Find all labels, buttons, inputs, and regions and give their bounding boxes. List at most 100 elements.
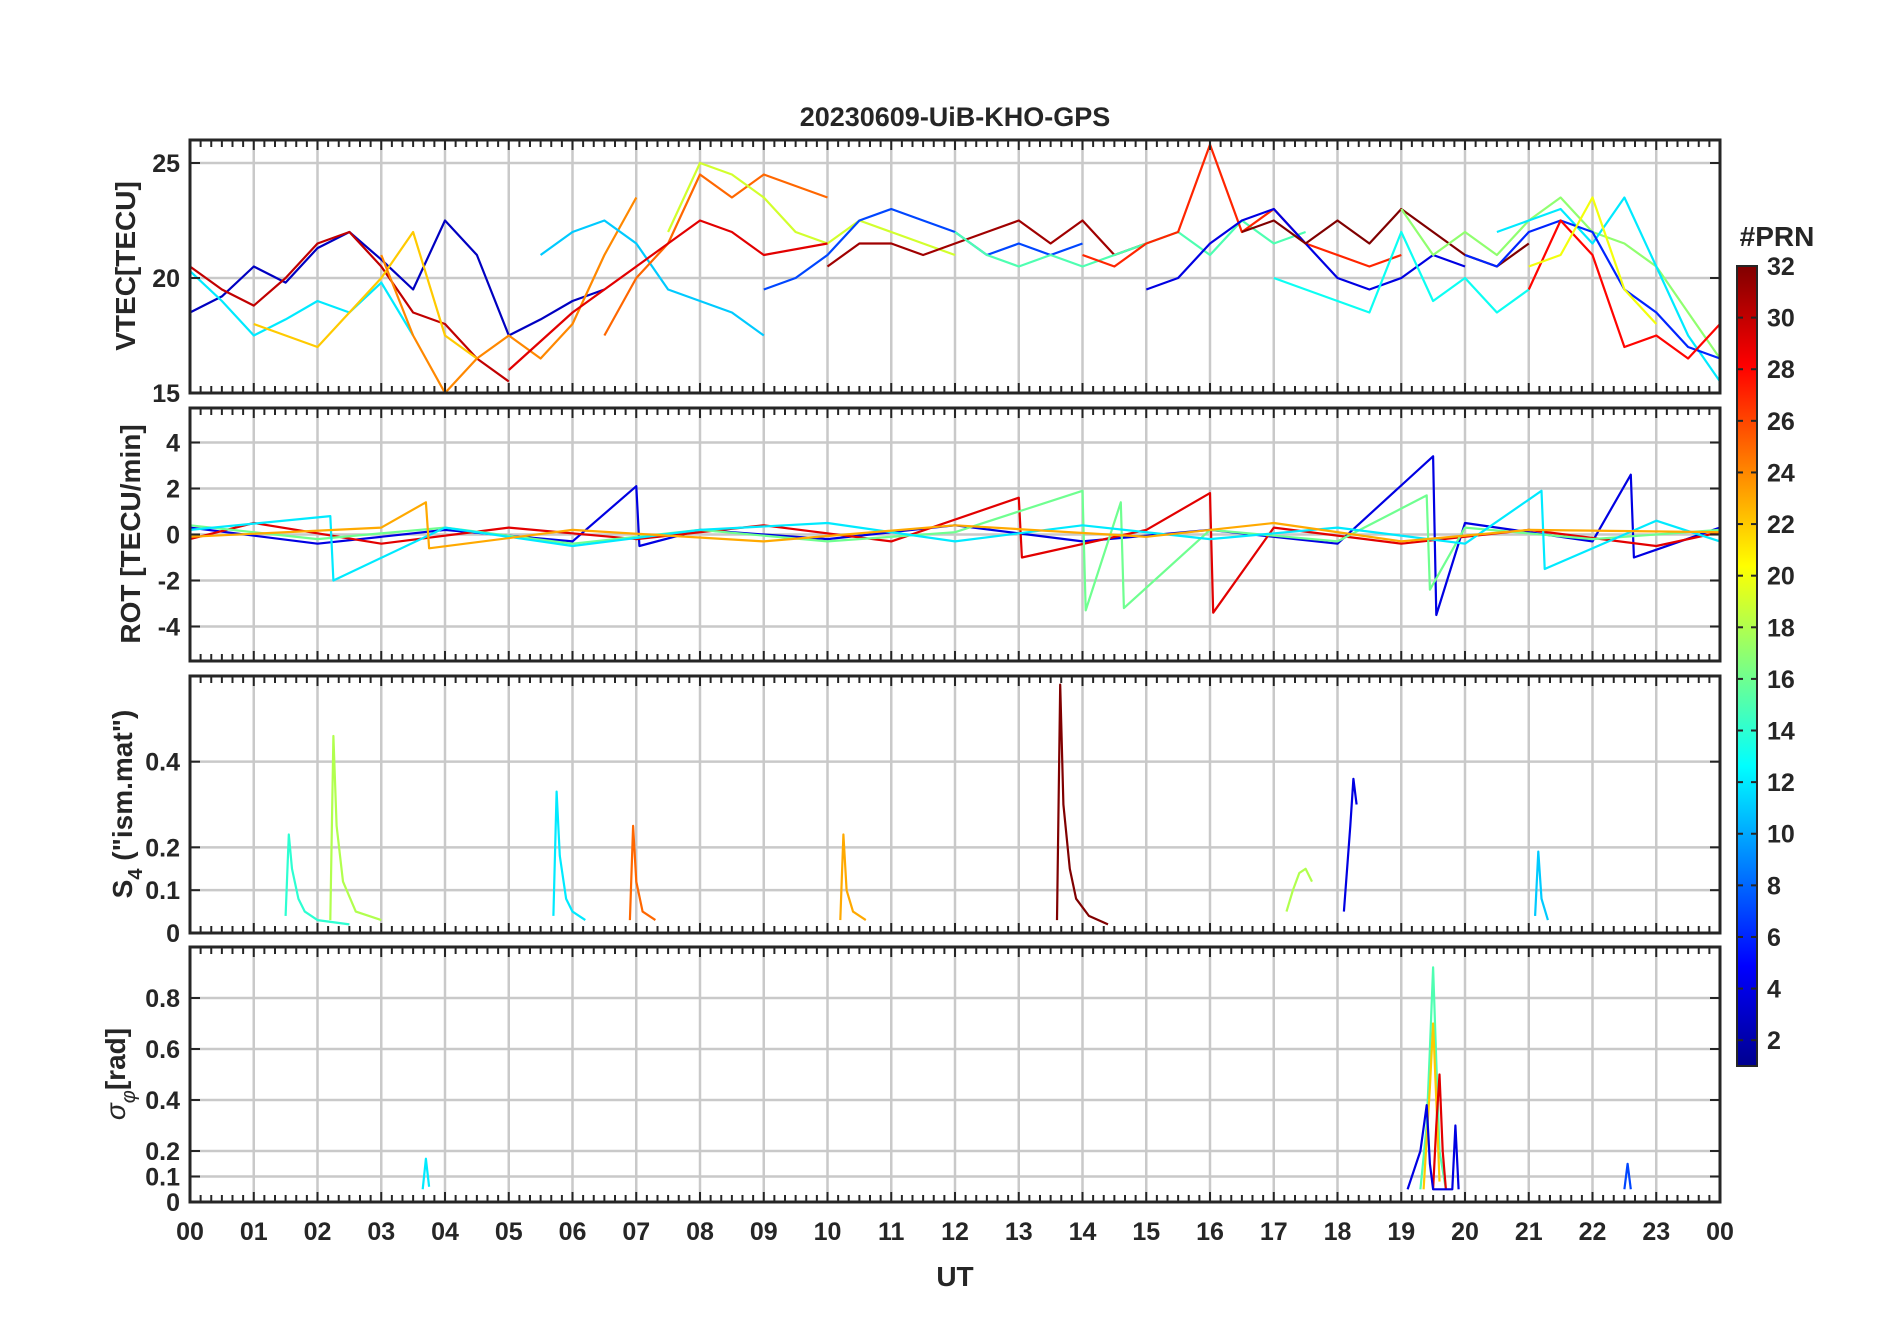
y-tick-label: 15 xyxy=(152,380,180,408)
vtec-panel: 15 20 25 xyxy=(152,138,1722,408)
series-line-prn-4 xyxy=(1342,777,1358,912)
series-line-prn-29 xyxy=(190,492,1720,614)
colorbar-tick-label: 10 xyxy=(1767,821,1795,849)
axes-frame xyxy=(188,406,1722,663)
y-tick-label: 0.6 xyxy=(145,1036,180,1064)
axes-frame xyxy=(188,674,1722,935)
sigma-phi-ylabel-rest: [rad] xyxy=(100,1028,131,1090)
x-tick-label: 00 xyxy=(176,1218,204,1246)
x-tick-label: 05 xyxy=(495,1218,523,1246)
series-line-prn-25 xyxy=(603,173,828,337)
series-group xyxy=(190,455,1720,617)
y-tick-label: 0 xyxy=(166,1189,180,1217)
x-tick-label: 13 xyxy=(1005,1218,1033,1246)
s4-ylabel: S4 ("ism.mat") xyxy=(107,710,147,899)
colorbar-tick-label: 30 xyxy=(1767,305,1795,333)
series-line-prn-12 xyxy=(1496,196,1720,383)
x-tick-label: 23 xyxy=(1642,1218,1670,1246)
x-tick-label: 04 xyxy=(431,1218,459,1246)
x-tick-label: 06 xyxy=(559,1218,587,1246)
axes-frame xyxy=(188,945,1722,1204)
series-line-prn-14 xyxy=(284,833,350,926)
x-tick-label: 17 xyxy=(1260,1218,1288,1246)
series-line-prn-32 xyxy=(1055,683,1109,926)
series-line-prn-28 xyxy=(1527,219,1720,360)
colorbar-tick-label: 28 xyxy=(1767,356,1795,384)
s4-ylabel-main: S xyxy=(107,880,138,899)
series-line-prn-23 xyxy=(839,833,867,922)
series-line-prn-31 xyxy=(826,219,1147,268)
series-group xyxy=(190,143,1720,393)
series-group xyxy=(421,966,1632,1191)
colorbar-tick-label: 2 xyxy=(1767,1027,1781,1055)
series-line-prn-11 xyxy=(1534,850,1549,921)
vtec-ylabel: VTEC[TECU] xyxy=(110,181,141,351)
colorbar-tick-label: 18 xyxy=(1767,614,1795,642)
colorbar-tick-label: 16 xyxy=(1767,666,1795,694)
rot-ylabel: ROT [TECU/min] xyxy=(115,424,146,643)
s4-ylabel-sub: 4 xyxy=(125,868,147,880)
series-line-prn-18 xyxy=(329,734,382,922)
colorbar-tick-label: 24 xyxy=(1767,459,1795,487)
x-tick-label: 12 xyxy=(941,1218,969,1246)
x-tick-label: 19 xyxy=(1387,1218,1415,1246)
x-tick-labels: 00 01 02 03 04 05 06 07 08 09 10 11 12 13 14 15 16 17 18 19… xyxy=(176,1218,1734,1246)
y-tick-label: 0.8 xyxy=(145,985,180,1013)
x-tick-label: 10 xyxy=(814,1218,842,1246)
x-tick-label: 08 xyxy=(686,1218,714,1246)
colorbar-tick-label: 26 xyxy=(1767,408,1795,436)
series-line-prn-6 xyxy=(1464,219,1720,360)
series-line-prn-13 xyxy=(1273,230,1530,314)
series-line-prn-7 xyxy=(1623,1162,1632,1190)
colorbar-tick-label: 12 xyxy=(1767,769,1795,797)
sigma-phi-ylabel-main: σ xyxy=(100,1102,131,1120)
series-line-prn-12 xyxy=(552,790,586,922)
y-tick-label: 4 xyxy=(166,430,180,458)
series-line-prn-29 xyxy=(1432,1073,1447,1190)
x-tick-label: 03 xyxy=(367,1218,395,1246)
colorbar-tick-label: 14 xyxy=(1767,718,1795,746)
y-tick-label: 0.2 xyxy=(145,1138,180,1166)
series-line-prn-15 xyxy=(954,219,1306,268)
series-line-prn-23 xyxy=(190,501,1720,550)
x-tick-label: 20 xyxy=(1451,1218,1479,1246)
colorbar-label: #PRN xyxy=(1740,221,1815,252)
x-tick-label: 22 xyxy=(1579,1218,1607,1246)
x-tick-label: 00 xyxy=(1706,1218,1734,1246)
series-line-prn-22 xyxy=(253,230,478,360)
colorbar-tick-label: 22 xyxy=(1767,511,1795,539)
colorbar-tick-label: 6 xyxy=(1767,924,1781,952)
series-line-prn-17 xyxy=(1400,196,1720,360)
chart-title: 20230609-UiB-KHO-GPS xyxy=(800,102,1111,132)
series-line-prn-12 xyxy=(190,270,415,337)
sigma-phi-panel: 00.10.2 0.4 0.6 0.8 xyxy=(145,945,1722,1217)
rot-panel: -4 -2 0 2 4 xyxy=(158,406,1722,663)
sigma-phi-ylabel: σφ[rad] xyxy=(100,1028,140,1120)
series-line-prn-25 xyxy=(628,824,657,922)
series-line-prn-30 xyxy=(190,230,510,383)
series-line-prn-4 xyxy=(1406,1103,1460,1191)
x-tick-label: 18 xyxy=(1324,1218,1352,1246)
series-line-prn-12 xyxy=(421,1157,431,1190)
x-tick-label: 01 xyxy=(240,1218,268,1246)
colorbar-tick-label: 4 xyxy=(1767,976,1781,1004)
series-line-prn-20 xyxy=(1528,196,1658,325)
x-tick-label: 15 xyxy=(1132,1218,1160,1246)
x-tick-label: 09 xyxy=(750,1218,778,1246)
s4-panel: 0 0.1 0.2 0.4 xyxy=(145,674,1722,948)
y-tick-label: 0.4 xyxy=(145,749,180,777)
x-tick-label: 14 xyxy=(1069,1218,1097,1246)
x-tick-label: 07 xyxy=(622,1218,650,1246)
series-line-prn-11 xyxy=(539,219,765,337)
x-tick-label: 16 xyxy=(1196,1218,1224,1246)
x-tick-label: 21 xyxy=(1515,1218,1543,1246)
colorbar-tick-label: 20 xyxy=(1767,563,1795,591)
y-tick-label: 0.1 xyxy=(145,877,180,905)
series-line-prn-29 xyxy=(508,219,828,371)
series-line-prn-19 xyxy=(667,161,956,257)
y-tick-label: -2 xyxy=(158,568,180,596)
y-tick-label: 0 xyxy=(166,522,180,550)
y-tick-label: 0 xyxy=(166,920,180,948)
